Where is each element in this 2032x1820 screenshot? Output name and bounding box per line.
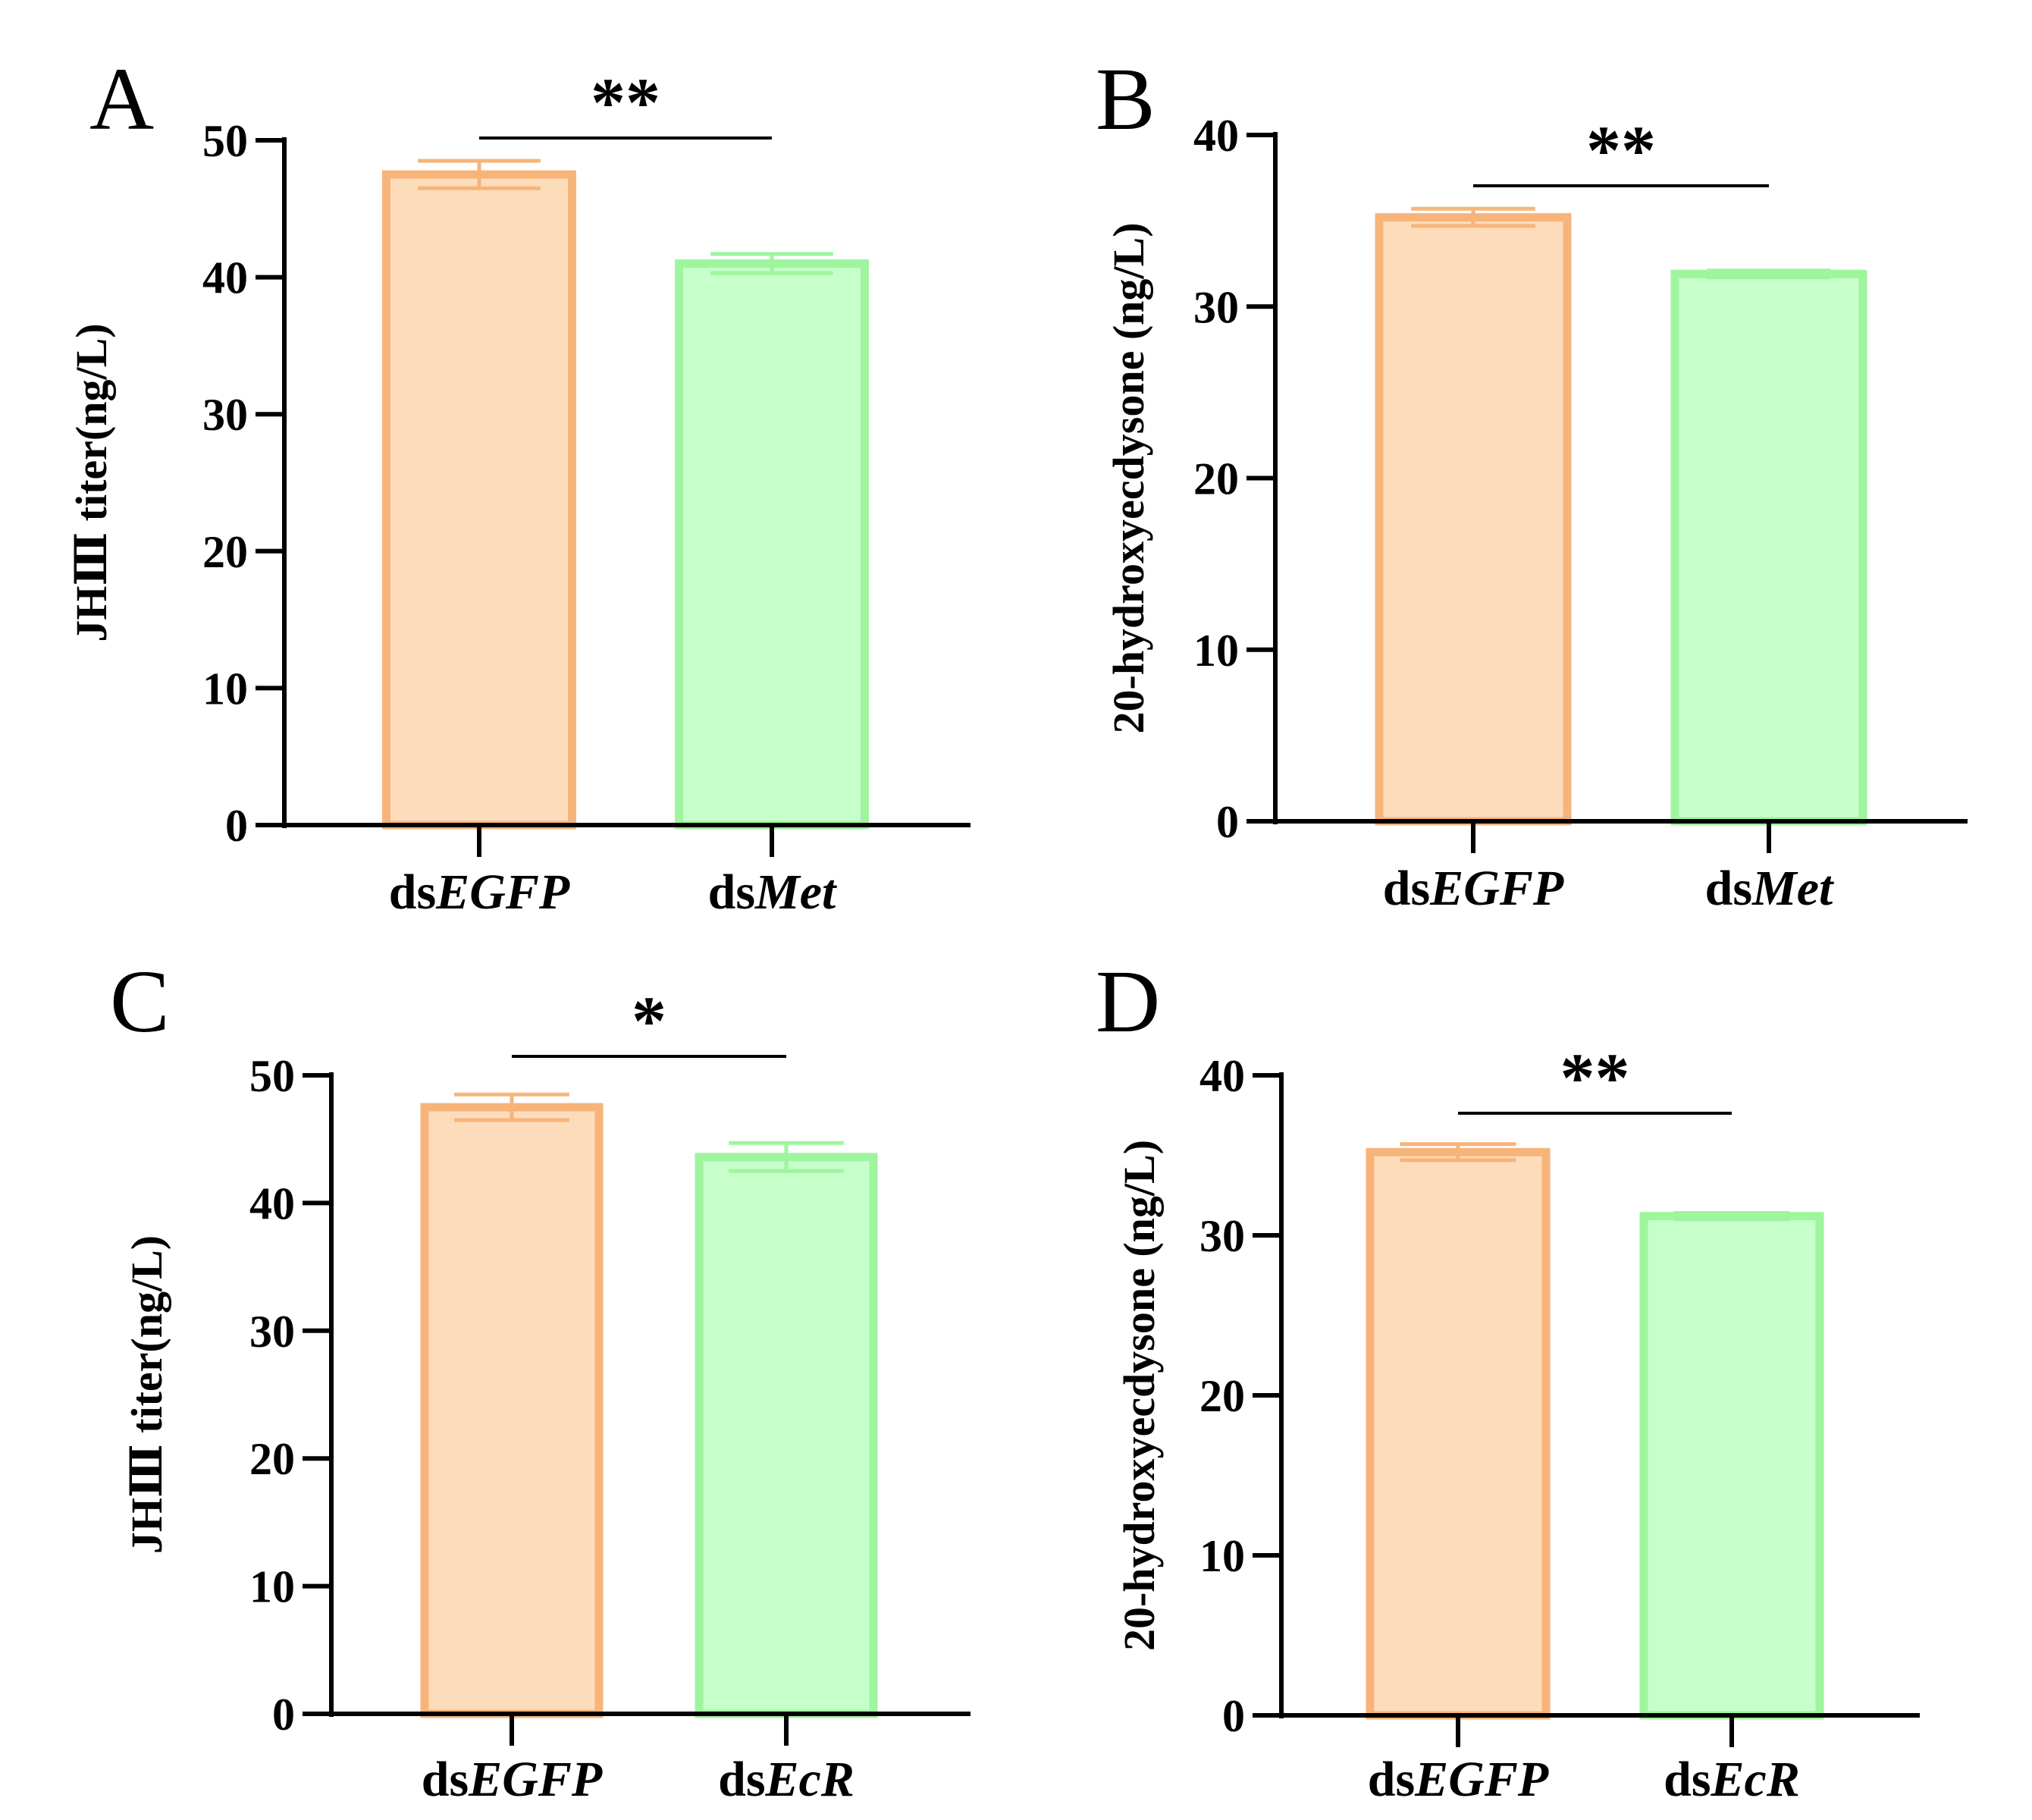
y-tick-label: 30 [1199,1211,1245,1261]
y-tick-label: 40 [1199,1051,1245,1101]
category-prefix: ds [1383,861,1430,916]
category-gene: EGFP [468,1752,603,1807]
bar-met [675,259,869,830]
x-category-label: dsMet [708,864,837,920]
error-bar-met [1707,268,1831,280]
bar-ecr [695,1153,878,1718]
category-gene: Met [754,864,837,920]
significance-stars: ** [591,64,660,141]
category-gene: EcR [1711,1752,1800,1807]
bar-egfp [382,170,576,830]
category-prefix: ds [718,1752,765,1807]
x-category-label: dsEGFP [422,1752,603,1807]
panel-letter: C [110,952,170,1051]
bar-egfp [1375,213,1572,826]
y-tick-label: 0 [272,1690,295,1740]
category-gene: EcR [765,1752,855,1807]
significance-stars: ** [1586,111,1656,189]
y-tick-label: 50 [202,116,248,166]
x-category-label: dsMet [1705,861,1834,916]
y-tick-label: 10 [249,1562,295,1612]
error-bar-egfp [454,1092,569,1122]
x-category-label: dsEGFP [1383,861,1564,916]
bar-ecr [1639,1212,1824,1720]
y-tick-label: 30 [249,1307,295,1357]
error-bar-egfp [1411,206,1535,228]
y-tick-label: 0 [1222,1691,1245,1741]
significance-stars: * [632,982,666,1059]
bar-egfp [420,1103,604,1718]
y-tick-label: 0 [1216,797,1239,847]
error-bar-ecr [1673,1210,1790,1222]
bar-met [1670,269,1867,826]
category-gene: EGFP [1414,1752,1549,1807]
y-tick-label: 50 [249,1051,295,1101]
category-prefix: ds [708,864,755,920]
significance-stars: ** [1560,1039,1630,1116]
x-category-label: dsEGFP [389,864,570,920]
category-prefix: ds [1664,1752,1711,1807]
y-tick-label: 20 [202,527,248,577]
category-prefix: ds [422,1752,469,1807]
error-bar-egfp [418,158,541,190]
y-axis-title: JHⅢ titer(ng/L) [122,1235,171,1554]
y-tick-label: 0 [225,801,248,851]
panel-letter: A [89,49,154,149]
y-tick-label: 30 [1193,282,1239,332]
bar-egfp [1366,1147,1551,1720]
category-prefix: ds [1368,1752,1415,1807]
error-bar-met [710,252,833,275]
x-category-label: dsEcR [1664,1752,1800,1807]
y-axis-title: JHⅢ titer(ng/L) [67,323,116,642]
category-gene: Met [1751,861,1834,916]
error-bar-ecr [729,1141,844,1173]
category-prefix: ds [389,864,436,920]
y-tick-label: 10 [1193,626,1239,676]
y-tick-label: 10 [202,664,248,714]
panel-letter: D [1096,952,1160,1051]
x-category-label: dsEGFP [1368,1752,1549,1807]
error-bar-egfp [1400,1142,1516,1163]
x-category-label: dsEcR [718,1752,855,1807]
y-tick-label: 20 [1199,1371,1245,1421]
y-tick-label: 40 [1193,111,1239,161]
category-gene: EGFP [435,864,570,920]
category-prefix: ds [1705,861,1752,916]
y-tick-label: 40 [202,253,248,303]
y-tick-label: 20 [1193,454,1239,504]
category-gene: EGFP [1429,861,1564,916]
y-tick-label: 30 [202,390,248,440]
panel-letter: B [1096,49,1156,149]
y-axis-title: 20-hydroxyecdysone (ng/L) [1115,1140,1164,1651]
y-tick-label: 20 [249,1434,295,1484]
y-axis-title: 20-hydroxyecdysone (ng/L) [1104,222,1153,733]
y-tick-label: 40 [249,1178,295,1228]
y-tick-label: 10 [1199,1531,1245,1581]
